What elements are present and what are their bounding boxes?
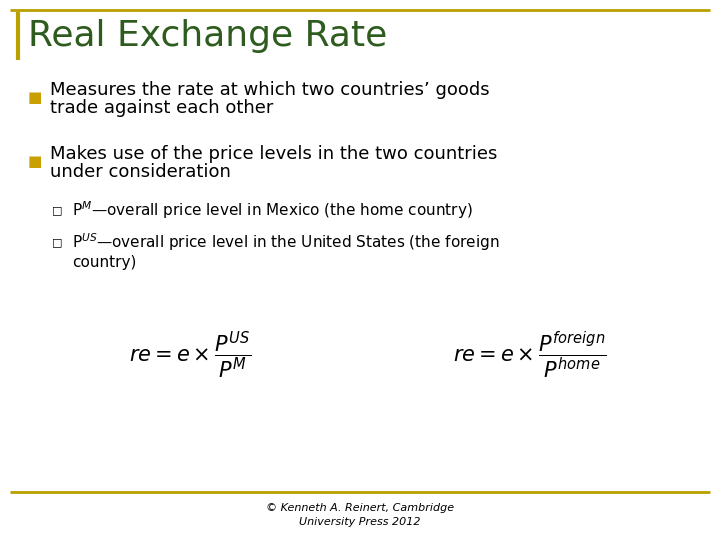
Text: Real Exchange Rate: Real Exchange Rate (28, 19, 387, 53)
Text: □: □ (52, 237, 63, 247)
Text: $re = e\times\dfrac{P^{foreign}}{P^{home}}$: $re = e\times\dfrac{P^{foreign}}{P^{home… (453, 329, 607, 381)
Text: Makes use of the price levels in the two countries: Makes use of the price levels in the two… (50, 145, 498, 163)
Text: trade against each other: trade against each other (50, 99, 274, 117)
Text: P$^{M}$—overall price level in Mexico (the home country): P$^{M}$—overall price level in Mexico (t… (72, 199, 473, 221)
Text: ■: ■ (28, 154, 42, 170)
Text: © Kenneth A. Reinert, Cambridge
University Press 2012: © Kenneth A. Reinert, Cambridge Universi… (266, 503, 454, 528)
Text: $re = e\times\dfrac{P^{US}}{P^{M}}$: $re = e\times\dfrac{P^{US}}{P^{M}}$ (129, 329, 251, 381)
Text: under consideration: under consideration (50, 163, 231, 181)
Text: P$^{US}$—overall price level in the United States (the foreign: P$^{US}$—overall price level in the Unit… (72, 231, 500, 253)
Text: □: □ (52, 205, 63, 215)
Text: Measures the rate at which two countries’ goods: Measures the rate at which two countries… (50, 81, 490, 99)
Text: country): country) (72, 254, 136, 269)
Text: ■: ■ (28, 91, 42, 105)
